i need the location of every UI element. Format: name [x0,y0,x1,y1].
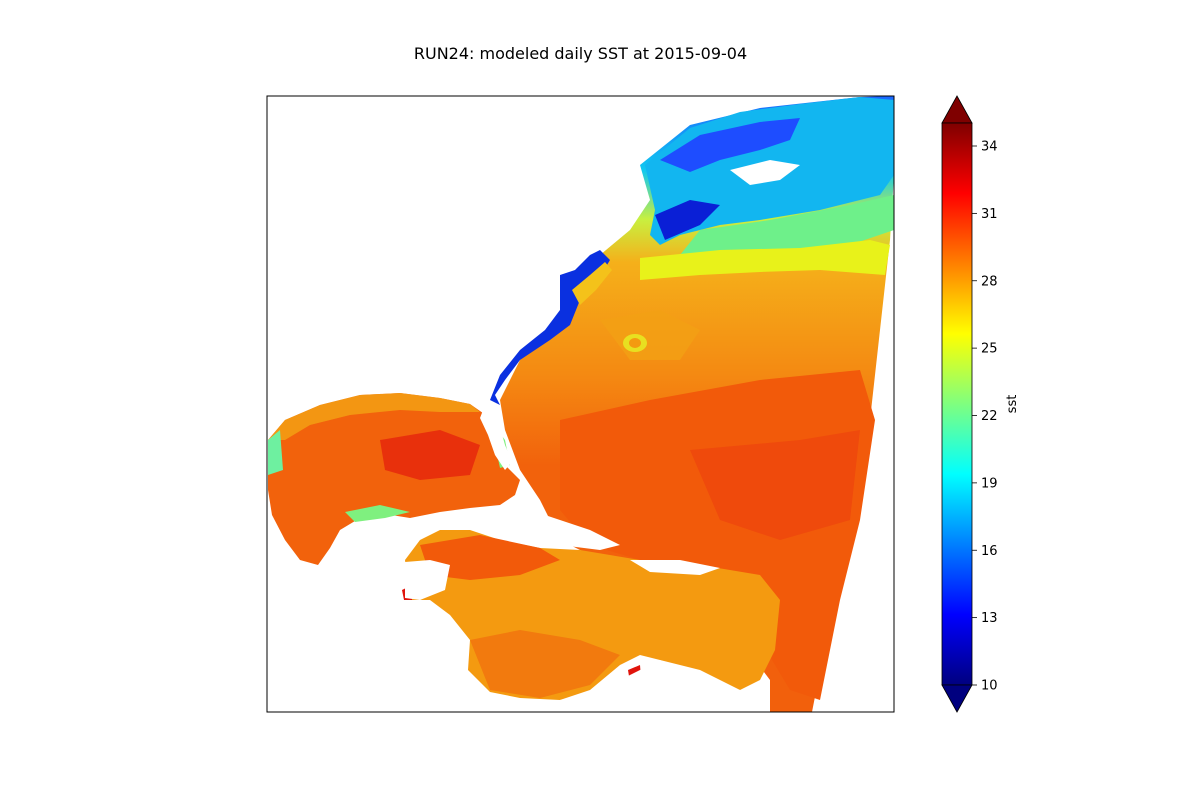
colorbar-tick-label: 25 [981,342,998,357]
florida-land [480,405,512,470]
gulf-of-st-lawrence-cold [660,118,800,172]
colorbar-extend-bottom [941,684,973,713]
colorbar-tick-label: 19 [981,476,998,491]
colorbar-label: sst [1005,395,1020,414]
colorbar-tick-label: 28 [981,274,998,289]
cuba-land [455,508,620,550]
gulf-of-mexico-sst-field [268,393,520,565]
colorbar-tick-label: 22 [981,409,998,424]
colorbar-tick-label: 34 [981,140,998,155]
map-axes [268,96,894,712]
nova-scotia-land [730,160,800,185]
colorbar-tick-label: 10 [981,679,998,694]
map-axes-frame [266,95,895,713]
south-america-land [560,660,770,712]
colorbar-body [941,122,973,686]
colorbar-extend-top [941,95,973,124]
map-title: RUN24: modeled daily SST at 2015-09-04 [413,44,748,63]
colorbar-tick-label: 16 [981,544,998,559]
sst-colorbar: 10 13 16 19 22 25 28 31 34 sst [941,95,1020,713]
colorbar-tick-label: 13 [981,611,998,626]
colorbar-ticks: 10 13 16 19 22 25 28 31 34 [972,140,998,694]
yucatan-land [405,560,450,600]
hispaniola-land [630,560,720,575]
colorbar-tick-label: 31 [981,207,998,222]
